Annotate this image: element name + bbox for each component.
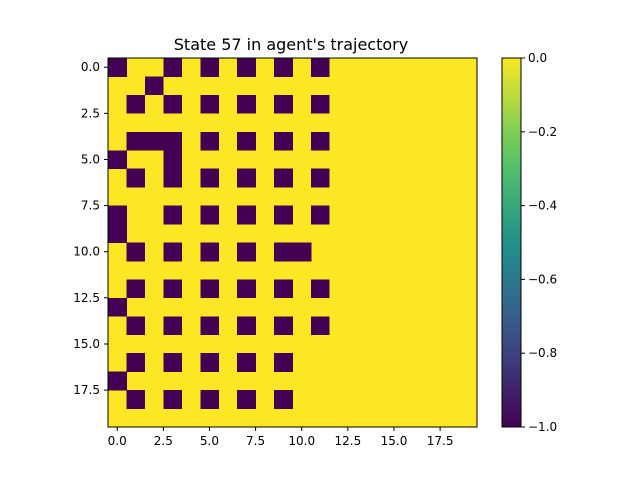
heatmap-cell <box>310 131 330 151</box>
heatmap-cell <box>108 371 127 391</box>
y-tick-label: 0.0 <box>81 60 100 74</box>
heatmap-cell <box>274 279 293 299</box>
x-tick-label: 7.5 <box>246 434 265 448</box>
heatmap-cell <box>126 242 146 262</box>
heatmap-cell <box>163 131 183 151</box>
heatmap-cell <box>108 205 127 225</box>
heatmap-cell <box>126 168 146 188</box>
y-tick-label: 12.5 <box>73 291 100 305</box>
heatmap-cell <box>163 150 183 169</box>
heatmap-cell <box>274 316 293 336</box>
heatmap-cell <box>163 279 183 299</box>
heatmap-cell <box>163 316 183 336</box>
heatmap-cell <box>310 279 330 299</box>
heatmap-cell <box>200 242 219 262</box>
colorbar-tick-label: −1.0 <box>528 420 557 434</box>
heatmap-cell <box>237 390 256 409</box>
colorbar-tick-label: −0.2 <box>528 125 557 139</box>
heatmap-cell <box>237 58 256 77</box>
colorbar-tick-label: −0.6 <box>528 272 557 286</box>
heatmap-cell <box>108 58 127 77</box>
y-tick-label: 5.0 <box>81 152 100 166</box>
heatmap-cell <box>126 279 146 299</box>
heatmap-cell <box>163 94 183 114</box>
heatmap-cell <box>274 131 293 151</box>
heatmap-cell <box>274 168 293 188</box>
heatmap-cell <box>274 242 293 262</box>
heatmap-cell <box>274 390 293 409</box>
heatmap-cell <box>237 131 256 151</box>
heatmap-cell <box>237 94 256 114</box>
heatmap-cell <box>126 94 146 114</box>
x-tick-label: 15.0 <box>381 434 408 448</box>
heatmap-cell <box>237 279 256 299</box>
heatmap-cell <box>237 316 256 336</box>
heatmap-cell <box>237 168 256 188</box>
x-tick-label: 17.5 <box>427 434 454 448</box>
y-tick-label: 15.0 <box>73 337 100 351</box>
plot-frame <box>107 57 478 428</box>
heatmap-cell <box>200 316 219 336</box>
heatmap-cell <box>108 297 127 317</box>
x-tick-label: 0.0 <box>108 434 127 448</box>
heatmap-cell <box>274 205 293 225</box>
heatmap-cell <box>163 168 183 188</box>
y-tick-label: 7.5 <box>81 199 100 213</box>
heatmap-cell <box>108 224 127 243</box>
colorbar-tick-label: 0.0 <box>528 51 547 65</box>
heatmap-cell <box>310 58 330 77</box>
heatmap-cell <box>200 205 219 225</box>
y-axis: 0.0 2.5 5.0 7.5 10.0 12.5 15.0 17.5 <box>73 60 108 397</box>
heatmap-cells <box>107 57 478 428</box>
heatmap-cell <box>200 168 219 188</box>
heatmap-cell <box>310 316 330 336</box>
heatmap-cell <box>126 316 146 336</box>
heatmap-cell <box>144 131 164 151</box>
colorbar: 0.0 −0.2 −0.4 −0.6 −0.8 −1.0 <box>501 51 557 434</box>
heatmap-cell <box>237 242 256 262</box>
heatmap-cell <box>200 131 219 151</box>
colorbar-tick-label: −0.8 <box>528 346 557 360</box>
heatmap-cell <box>274 58 293 77</box>
colorbar-tick-label: −0.4 <box>528 199 557 213</box>
x-tick-label: 5.0 <box>200 434 219 448</box>
heatmap-cell <box>310 168 330 188</box>
heatmap-cell <box>310 205 330 225</box>
heatmap-cell <box>108 150 127 169</box>
y-tick-label: 10.0 <box>73 245 100 259</box>
colorbar-gradient <box>501 57 522 428</box>
heatmap-cell <box>163 353 183 372</box>
heatmap-cell <box>200 353 219 372</box>
heatmap-cell <box>144 76 164 96</box>
heatmap-cell <box>163 242 183 262</box>
x-tick-label: 10.0 <box>288 434 315 448</box>
heatmap-cell <box>200 279 219 299</box>
heatmap-cell <box>274 353 293 372</box>
heatmap-cell <box>292 242 312 262</box>
heatmap-cell <box>200 58 219 77</box>
x-tick-label: 12.5 <box>334 434 361 448</box>
heatmap-cell <box>163 58 183 77</box>
heatmap-cell <box>200 390 219 409</box>
heatmap-cell <box>237 205 256 225</box>
y-tick-label: 2.5 <box>81 106 100 120</box>
x-tick-label: 2.5 <box>154 434 173 448</box>
heatmap-cell <box>310 94 330 114</box>
heatmap-cell <box>237 353 256 372</box>
heatmap-cell <box>200 94 219 114</box>
heatmap-cell <box>163 205 183 225</box>
heatmap-cell <box>163 390 183 409</box>
heatmap-cell <box>126 131 146 151</box>
heatmap-cell <box>126 353 146 372</box>
heatmap-cell <box>126 390 146 409</box>
chart-title: State 57 in agent's trajectory <box>174 35 408 54</box>
x-axis: 0.0 2.5 5.0 7.5 10.0 12.5 15.0 17.5 <box>108 427 454 448</box>
y-tick-label: 17.5 <box>73 383 100 397</box>
heatmap-cell <box>274 94 293 114</box>
